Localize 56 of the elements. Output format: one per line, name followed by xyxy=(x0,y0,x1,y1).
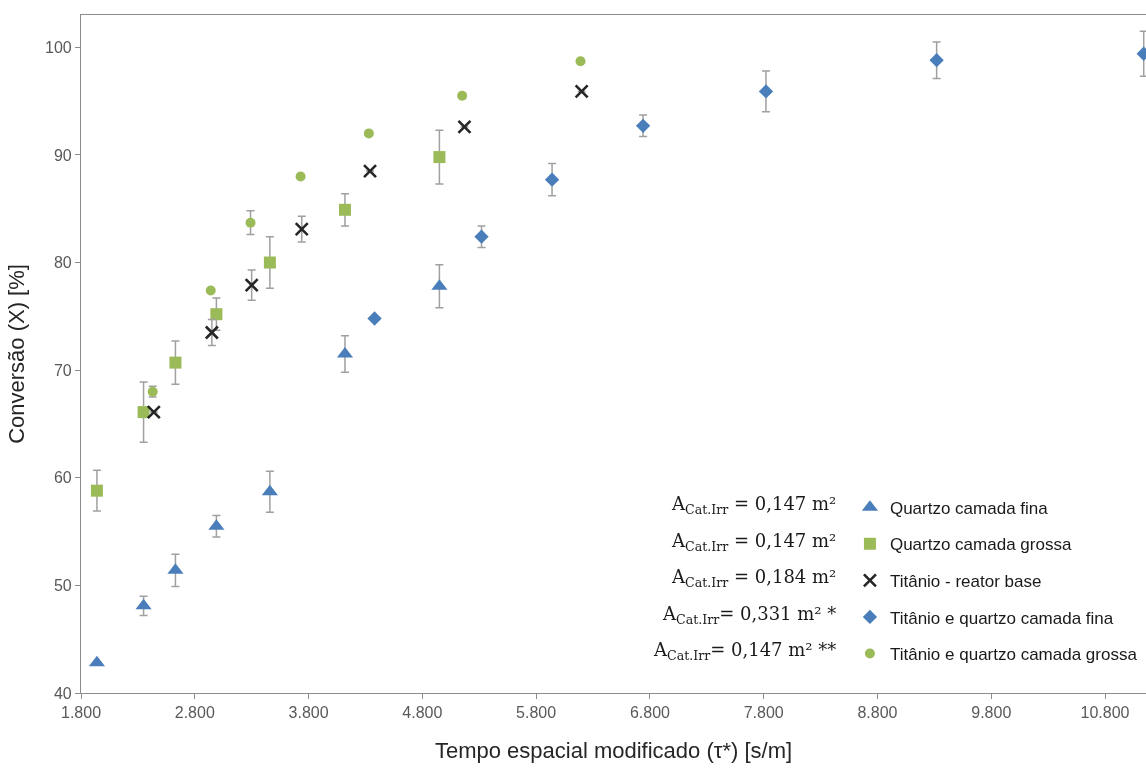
point xyxy=(367,311,382,326)
y-tick-label: 50 xyxy=(53,576,72,594)
x-tick-label: 9.800 xyxy=(971,704,1012,722)
y-axis-title: Conversão (X) [%] xyxy=(3,264,29,444)
legend-label: Quartzo camada fina xyxy=(889,498,1049,518)
x-tick-label: 3.800 xyxy=(288,704,329,722)
point xyxy=(205,285,216,296)
annotation: A$_{Cat.Irr}$= 0,331 m² * xyxy=(662,603,837,627)
point xyxy=(135,598,152,610)
x-tick-label: 7.800 xyxy=(743,704,784,722)
legend-label: Quartzo camada grossa xyxy=(889,535,1072,555)
annotation: A$_{Cat.Irr}$ = 0,147 m² xyxy=(671,493,837,517)
y-tick-label: 100 xyxy=(45,38,72,56)
annotation: A$_{Cat.Irr}$ = 0,147 m² xyxy=(671,530,837,554)
point xyxy=(457,90,468,101)
annotation: A$_{Cat.Irr}$= 0,147 m² ** xyxy=(653,639,837,663)
legend-label: Titânio e quartzo camada grossa xyxy=(889,645,1138,665)
point xyxy=(146,404,162,420)
point xyxy=(929,53,944,68)
point xyxy=(294,221,310,237)
y-tick-label: 90 xyxy=(53,146,72,164)
point xyxy=(90,484,103,497)
point xyxy=(169,356,182,369)
point xyxy=(575,56,586,67)
x-tick-label: 5.800 xyxy=(516,704,557,722)
annotation: A$_{Cat.Irr}$ = 0,184 m² xyxy=(671,566,837,590)
point xyxy=(758,84,774,99)
point xyxy=(244,277,259,293)
x-tick-label: 8.800 xyxy=(857,704,898,722)
x-axis-title: Tempo espacial modificado (τ*) [s/m] xyxy=(434,738,793,764)
x-tick-label: 6.800 xyxy=(629,704,671,722)
point xyxy=(574,84,589,99)
x-tick-label: 1.800 xyxy=(60,704,102,722)
point xyxy=(544,172,560,187)
point xyxy=(295,171,306,182)
point xyxy=(263,256,276,269)
point xyxy=(245,217,256,228)
legend-label: Titânio - reator base xyxy=(889,571,1042,591)
x-tick-label: 2.800 xyxy=(174,704,215,722)
y-tick-label: 80 xyxy=(53,254,72,272)
point xyxy=(210,308,223,321)
point xyxy=(457,119,472,135)
point xyxy=(474,229,489,244)
legend-label: Titânio e quartzo camada fina xyxy=(889,608,1114,628)
y-tick-label: 60 xyxy=(53,469,72,487)
point xyxy=(635,118,651,133)
y-tick-label: 40 xyxy=(53,684,72,702)
y-tick-label: 70 xyxy=(53,361,72,379)
point xyxy=(338,203,351,216)
point xyxy=(363,128,374,139)
point xyxy=(362,163,378,179)
point xyxy=(261,484,278,496)
point xyxy=(204,325,220,340)
point xyxy=(433,151,446,164)
x-tick-label: 10.800 xyxy=(1080,704,1130,722)
x-tick-label: 4.800 xyxy=(402,704,443,722)
